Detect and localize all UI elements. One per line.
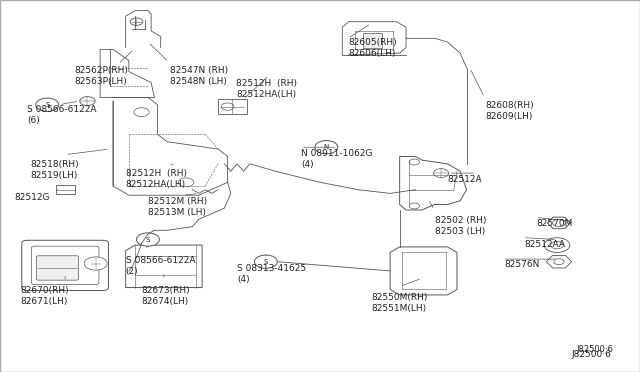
Circle shape [254, 255, 277, 268]
Text: 82576N: 82576N [505, 260, 540, 269]
Circle shape [84, 257, 107, 270]
Text: 82512G: 82512G [14, 193, 50, 202]
Text: 82547N (RH)
82548N (LH): 82547N (RH) 82548N (LH) [170, 66, 228, 86]
Text: S 08313-41625
(4): S 08313-41625 (4) [237, 263, 307, 283]
Polygon shape [125, 245, 202, 288]
Circle shape [80, 97, 95, 106]
Bar [364, 33, 383, 48]
Circle shape [134, 108, 149, 116]
Text: 82518(RH)
82519(LH): 82518(RH) 82519(LH) [30, 160, 79, 180]
Circle shape [221, 103, 234, 110]
Circle shape [552, 219, 565, 227]
Circle shape [554, 259, 564, 264]
Text: 82608(RH)
82609(LH): 82608(RH) 82609(LH) [486, 101, 534, 121]
Text: 82512AA: 82512AA [524, 240, 565, 248]
Text: 82512M (RH)
82513M (LH): 82512M (RH) 82513M (LH) [148, 197, 207, 217]
Text: J82500·6: J82500·6 [576, 345, 613, 354]
Polygon shape [546, 256, 572, 268]
Polygon shape [399, 157, 467, 210]
Text: S 08566-6122A
(2): S 08566-6122A (2) [125, 256, 195, 276]
Bar [56, 185, 75, 194]
Text: S 08566-6122A
(6): S 08566-6122A (6) [27, 105, 97, 125]
Circle shape [550, 241, 563, 249]
Text: 82562P(RH)
82563P(LH): 82562P(RH) 82563P(LH) [75, 66, 129, 86]
Text: 82512H  (RH)
82512HA(LH): 82512H (RH) 82512HA(LH) [236, 79, 297, 99]
Text: S: S [264, 259, 268, 265]
Circle shape [544, 238, 570, 253]
Polygon shape [390, 247, 457, 295]
Bar [218, 99, 246, 114]
Circle shape [179, 178, 194, 187]
Text: 82673(RH)
82674(LH): 82673(RH) 82674(LH) [141, 286, 190, 306]
Text: 82570M: 82570M [537, 219, 573, 228]
Text: 82550M(RH)
82551M(LH): 82550M(RH) 82551M(LH) [371, 293, 428, 313]
Text: 82502 (RH)
82503 (LH): 82502 (RH) 82503 (LH) [435, 215, 486, 235]
FancyBboxPatch shape [36, 256, 79, 280]
FancyBboxPatch shape [22, 240, 108, 291]
Circle shape [315, 141, 338, 154]
Text: 82512H  (RH)
82512HA(LH): 82512H (RH) 82512HA(LH) [125, 169, 187, 189]
Text: S: S [146, 237, 150, 243]
Circle shape [130, 18, 143, 25]
Text: 82605(RH)
82606(LH): 82605(RH) 82606(LH) [349, 38, 397, 58]
Circle shape [433, 169, 449, 177]
Text: N 08911-1062G
(4): N 08911-1062G (4) [301, 149, 372, 169]
Text: 82670(RH)
82671(LH): 82670(RH) 82671(LH) [20, 286, 69, 306]
Circle shape [409, 203, 419, 209]
Circle shape [409, 159, 419, 165]
Text: 82512A: 82512A [447, 175, 482, 184]
Circle shape [36, 98, 59, 112]
Circle shape [136, 233, 159, 246]
Text: S: S [45, 102, 49, 108]
FancyBboxPatch shape [31, 246, 99, 285]
Text: J82500·6: J82500·6 [572, 350, 612, 359]
Text: N: N [324, 144, 329, 150]
